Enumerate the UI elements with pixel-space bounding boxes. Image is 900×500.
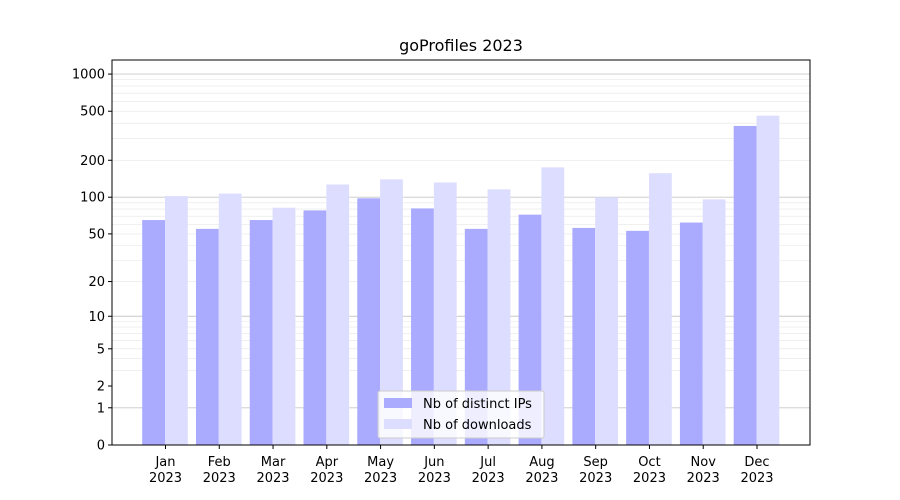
bar-ips (679, 222, 703, 445)
y-tick-label: 50 (88, 227, 105, 242)
plot-frame (111, 59, 811, 446)
legend: Nb of distinct IPs Nb of downloads (377, 390, 545, 439)
y-tick-label: 200 (80, 154, 105, 169)
bar-ips (518, 214, 542, 445)
x-tick-label: Aug 2023 (525, 455, 558, 486)
bar-downloads (433, 182, 457, 446)
y-tick-label: 500 (80, 105, 105, 120)
y-tick-label: 10 (88, 310, 105, 325)
legend-label-ips: Nb of distinct IPs (423, 397, 532, 412)
bar-ips (357, 198, 381, 445)
legend-swatch-downloads (384, 419, 412, 429)
y-tick-label: 2 (97, 380, 105, 395)
x-tick-label: Nov 2023 (687, 455, 720, 486)
x-tick-label: Dec 2023 (740, 455, 773, 486)
legend-swatch-ips (384, 398, 412, 408)
y-tick-label: 100 (80, 191, 105, 206)
x-tick-label: Mar 2023 (256, 455, 289, 486)
bar-ips (249, 220, 273, 445)
bar-ips (733, 125, 757, 446)
x-tick-label: Oct 2023 (633, 455, 666, 486)
chart-title: goProfiles 2023 (399, 36, 523, 55)
y-axis: 0 1 2 5 10 20 50 100 200 500 1000 (72, 68, 112, 454)
bar-downloads (541, 167, 565, 445)
x-tick-label: Sep 2023 (579, 455, 612, 486)
bar-downloads (218, 193, 242, 445)
bar-ips (572, 227, 596, 445)
x-tick-label: Jan 2023 (149, 455, 182, 486)
bar-downloads (595, 197, 618, 445)
bar-ips (411, 208, 434, 445)
bar-downloads (702, 199, 726, 445)
bar-downloads (648, 173, 672, 445)
bar-ips (303, 210, 327, 445)
bar-downloads (272, 207, 296, 445)
bar-downloads (756, 115, 780, 445)
y-tick-label: 0 (97, 439, 105, 454)
bar-ips (626, 230, 649, 445)
bar-downloads (487, 189, 511, 445)
bar-downloads (326, 184, 350, 446)
bar-ips (142, 220, 165, 445)
x-tick-label: Feb 2023 (203, 455, 236, 486)
y-tick-label: 1 (97, 401, 105, 416)
y-tick-label: 1000 (72, 68, 105, 83)
bar-downloads (165, 196, 188, 445)
x-tick-label: Apr 2023 (310, 455, 343, 486)
x-tick-label: Jul 2023 (472, 455, 505, 486)
bar-downloads (380, 179, 403, 445)
x-tick-label: May 2023 (364, 455, 397, 486)
x-axis: Jan 2023 Feb 2023 Mar 2023 Apr 2023 May 2023 Jun 20… (149, 445, 774, 486)
x-tick-label: Jun 2023 (418, 455, 451, 486)
legend-box (377, 390, 545, 439)
y-tick-label: 20 (88, 275, 105, 290)
y-tick-label: 5 (97, 342, 105, 357)
bar-ips (195, 228, 219, 445)
legend-label-downloads: Nb of downloads (423, 418, 532, 433)
bars (142, 115, 780, 446)
